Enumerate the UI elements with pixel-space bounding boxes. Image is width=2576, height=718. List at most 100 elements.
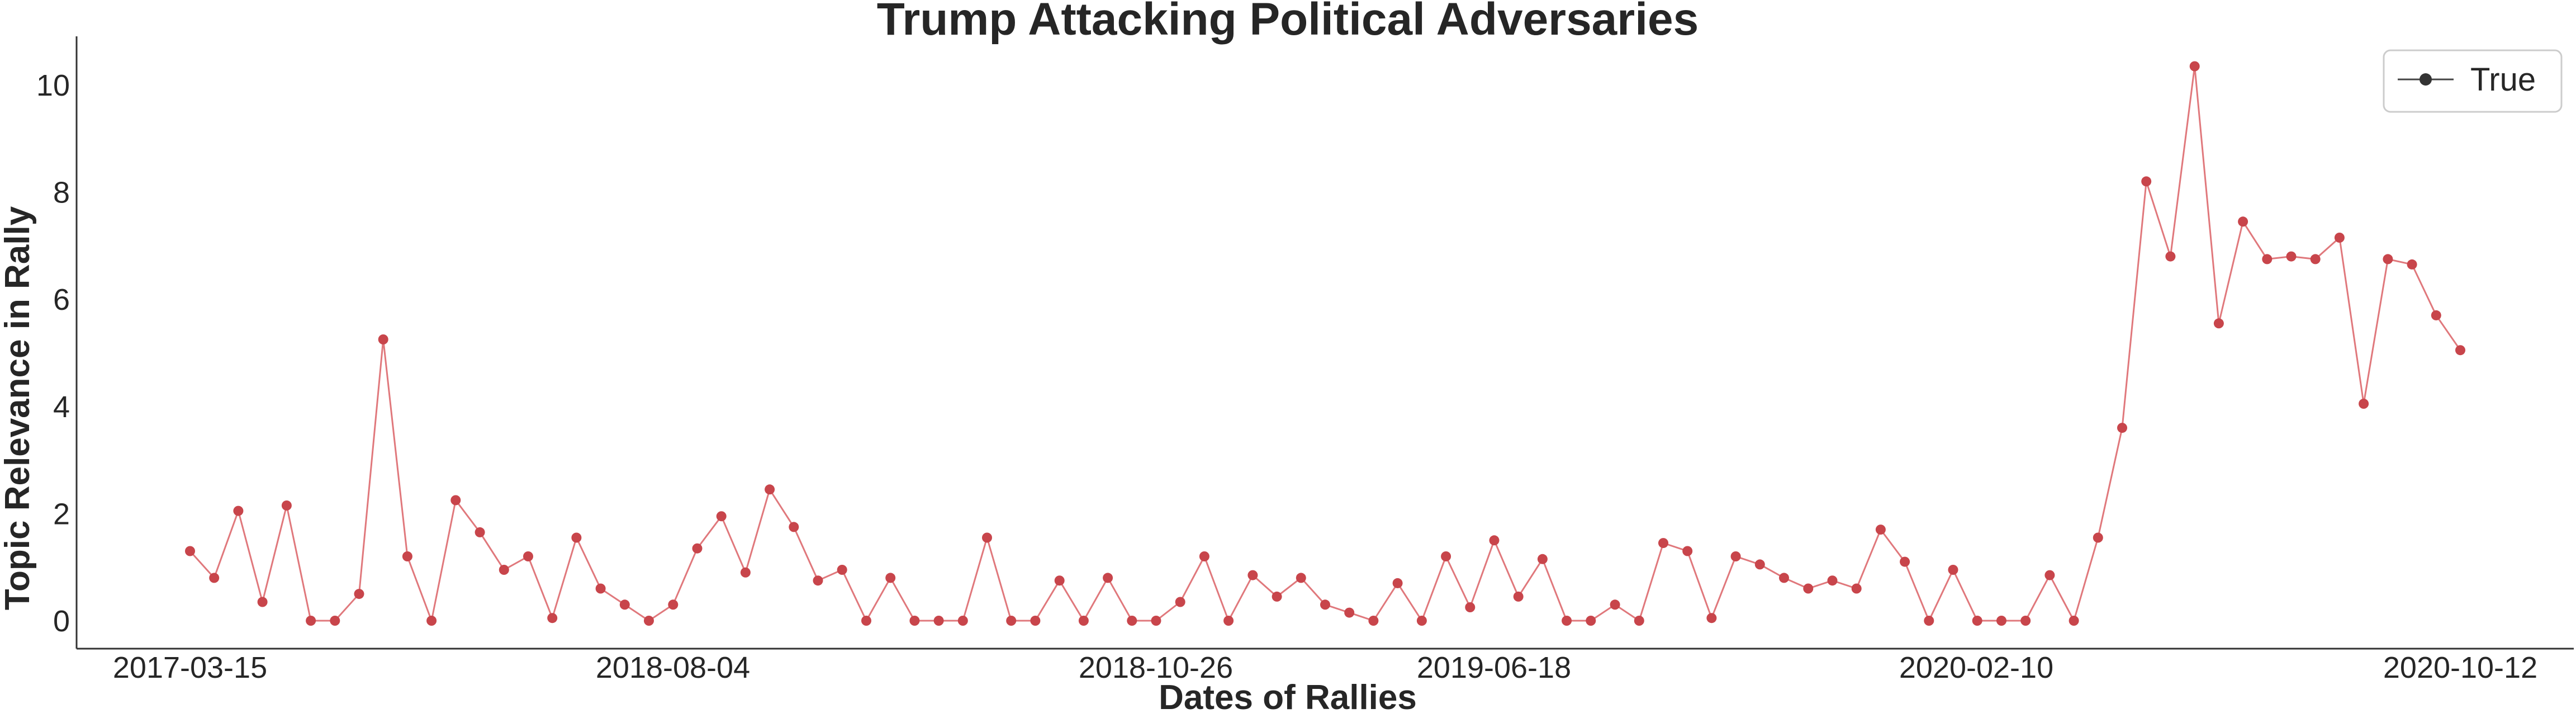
data-point [1706, 613, 1717, 623]
y-tick-label: 8 [53, 176, 70, 210]
data-point [982, 532, 992, 543]
data-point [692, 543, 703, 554]
data-point [523, 551, 533, 561]
data-point [1054, 575, 1065, 586]
x-tick-label: 2018-10-26 [1079, 651, 1233, 684]
data-point [1537, 554, 1548, 564]
data-point [1465, 602, 1476, 612]
data-point [1586, 616, 1596, 626]
data-point [1658, 538, 1668, 549]
data-point [1272, 591, 1282, 602]
data-point [1513, 591, 1524, 602]
y-tick-label: 6 [53, 283, 70, 317]
data-point [2165, 251, 2176, 262]
x-tick-labels: 2017-03-15 2018-08-04 2018-10-26 2019-06-18… [113, 651, 2537, 684]
data-point [2189, 61, 2200, 72]
y-tick-labels: 0 2 4 6 8 10 [36, 69, 70, 638]
data-point [402, 551, 412, 561]
data-point [1924, 616, 1934, 626]
data-point [837, 565, 847, 575]
data-point [1103, 573, 1113, 583]
y-tick-label: 10 [36, 69, 70, 102]
data-point [2310, 254, 2321, 264]
data-point [1368, 616, 1379, 626]
data-point [1851, 583, 1862, 594]
data-point [668, 599, 679, 610]
data-point [813, 575, 823, 586]
data-point [1875, 525, 1886, 535]
data-point [2334, 233, 2345, 243]
data-point [571, 532, 582, 543]
y-tick-label: 4 [53, 390, 70, 424]
series-points [185, 61, 2465, 626]
legend-box [2383, 49, 2563, 113]
data-point [644, 616, 654, 626]
data-point [595, 583, 606, 594]
data-point [2044, 570, 2055, 580]
data-point [933, 616, 944, 626]
data-point [740, 567, 751, 578]
data-point [1030, 616, 1041, 626]
data-point [2117, 423, 2127, 433]
data-point [909, 616, 920, 626]
data-point [330, 616, 340, 626]
data-point [1151, 616, 1161, 626]
data-point [499, 565, 509, 575]
y-axis-label: Topic Relevance in Rally [0, 206, 37, 610]
data-point [861, 616, 871, 626]
legend-label-true: True [2470, 62, 2536, 98]
data-point [475, 527, 485, 537]
data-point [2213, 318, 2224, 329]
data-point [2093, 532, 2103, 543]
legend: True [2383, 49, 2563, 113]
data-point [2455, 345, 2465, 356]
data-point [2383, 254, 2393, 264]
y-tick-label: 0 [53, 604, 70, 638]
series-line [189, 66, 2461, 624]
data-point [619, 599, 630, 610]
data-point [2020, 616, 2031, 626]
data-point [1127, 616, 1137, 626]
data-point [1006, 616, 1017, 626]
data-point [2141, 176, 2152, 187]
data-point [885, 573, 896, 583]
data-point [2262, 254, 2273, 264]
data-point [765, 484, 775, 495]
data-point [209, 573, 220, 583]
data-point [2286, 251, 2297, 262]
data-point [306, 616, 316, 626]
data-point [1682, 546, 1693, 556]
data-point [1489, 535, 1500, 546]
data-point [1416, 616, 1427, 626]
data-point [1996, 616, 2006, 626]
x-tick-label: 2018-08-04 [596, 651, 750, 684]
data-point [2238, 216, 2248, 227]
data-point [1296, 573, 1306, 583]
data-point [2407, 259, 2417, 270]
x-tick-label: 2017-03-15 [113, 651, 267, 684]
data-point [1803, 583, 1814, 594]
data-point [1827, 575, 1838, 586]
data-point [378, 334, 388, 344]
data-point [547, 613, 558, 623]
data-point [1730, 551, 1741, 561]
data-point [1441, 551, 1451, 561]
data-point [450, 495, 461, 506]
data-point [426, 616, 437, 626]
x-axis-label: Dates of Rallies [1159, 678, 1417, 717]
data-point [1948, 565, 1958, 575]
data-point [1634, 616, 1644, 626]
data-point [2069, 616, 2079, 626]
legend-marker [2420, 73, 2432, 86]
data-point [1247, 570, 1258, 580]
x-tick-label: 2019-06-18 [1417, 651, 1571, 684]
data-point [1610, 599, 1620, 610]
data-point [185, 546, 195, 556]
data-point [233, 506, 244, 516]
data-point [1562, 616, 1572, 626]
chart-title: Trump Attacking Political Adversaries [877, 0, 1699, 45]
data-point [257, 597, 268, 607]
data-point [281, 500, 292, 511]
x-tick-label: 2020-02-10 [1899, 651, 2053, 684]
